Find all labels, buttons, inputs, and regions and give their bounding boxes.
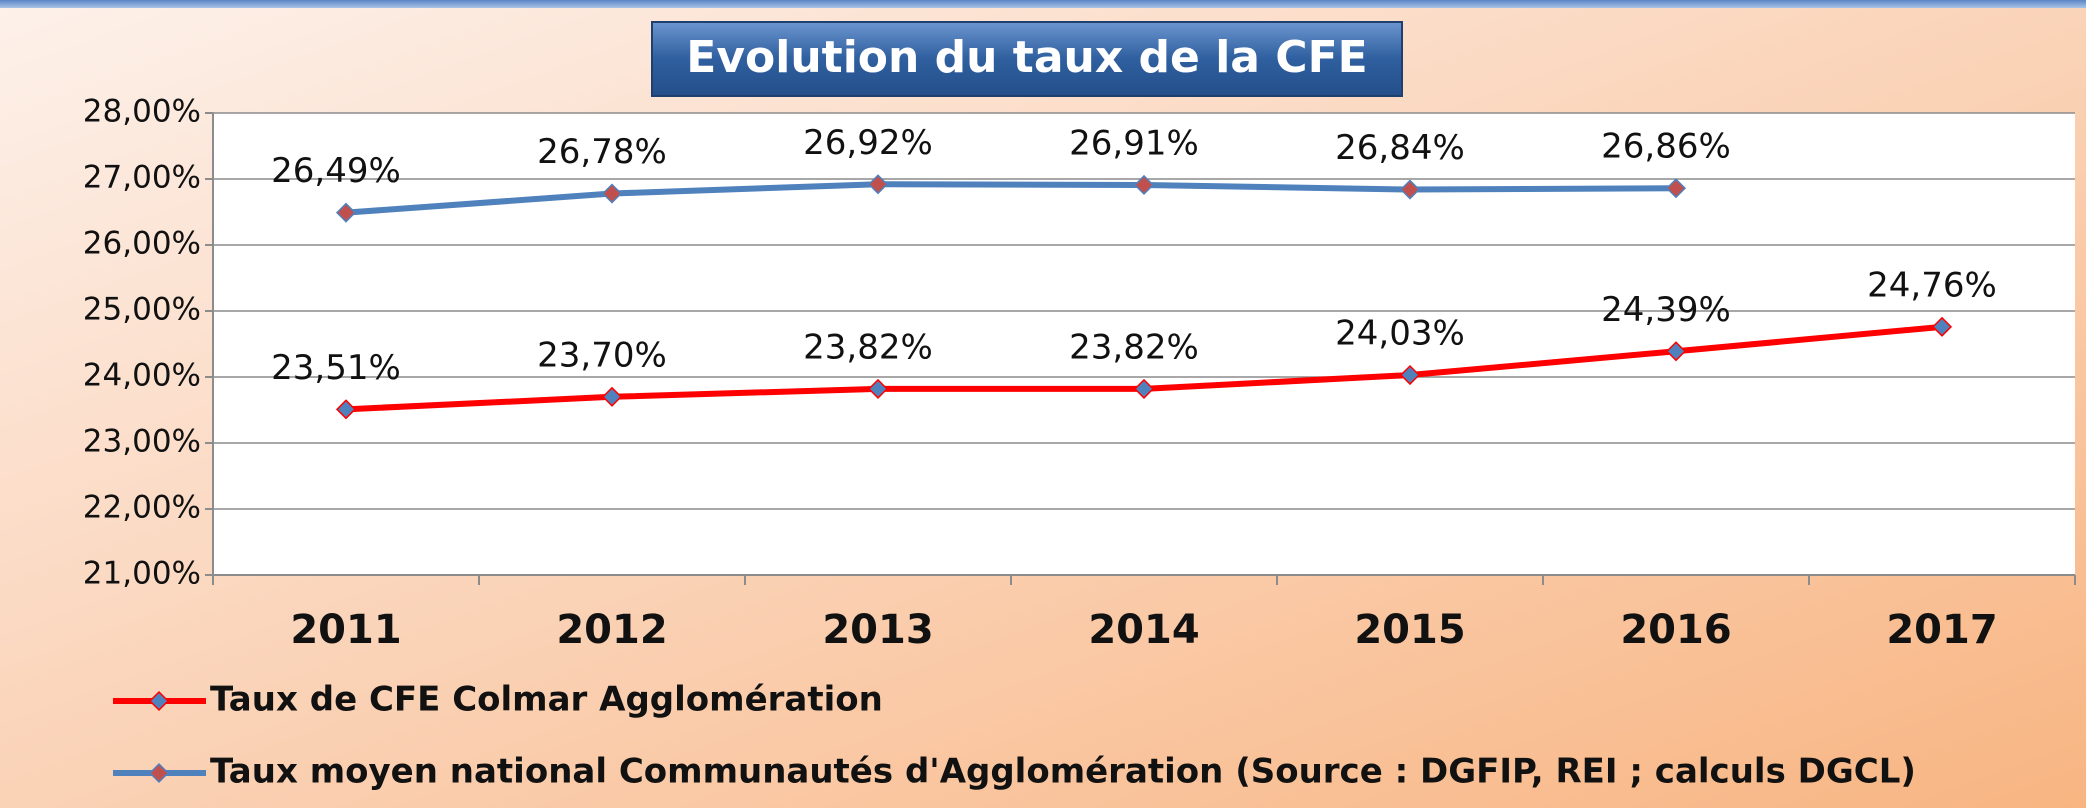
value-label: 23,70%: [537, 335, 667, 375]
x-tick-label: 2012: [556, 607, 667, 653]
marker: [1133, 174, 1155, 196]
x-tick-label: 2014: [1088, 607, 1199, 653]
x-tick-label: 2017: [1886, 607, 1997, 653]
value-label: 23,82%: [803, 327, 933, 367]
value-label: 26,91%: [1069, 123, 1199, 163]
y-tick-label: 26,00%: [83, 226, 201, 262]
marker: [867, 378, 889, 399]
x-tick-label: 2011: [290, 607, 401, 653]
x-tick-label: 2015: [1354, 607, 1465, 653]
marker: [867, 174, 889, 195]
value-label: 26,84%: [1335, 128, 1465, 168]
marker: [601, 386, 623, 407]
title-box: [651, 21, 1403, 97]
marker: [335, 399, 357, 420]
value-label: 23,82%: [1069, 327, 1199, 367]
marker: [1399, 179, 1421, 200]
marker: [335, 202, 357, 223]
value-label: 24,39%: [1601, 290, 1731, 330]
legend-marker: [148, 690, 170, 712]
x-tick-label: 2013: [822, 607, 933, 653]
y-tick-label: 28,00%: [83, 94, 201, 130]
value-label: 24,76%: [1867, 265, 1997, 305]
y-tick-label: 25,00%: [83, 292, 201, 328]
y-tick-label: 22,00%: [83, 490, 201, 526]
chart-title: Evolution du taux de la CFE: [686, 32, 1367, 83]
y-tick-label: 23,00%: [83, 424, 201, 460]
legend-label: Taux de CFE Colmar Agglomération: [210, 680, 883, 720]
marker: [1931, 316, 1953, 337]
value-label: 26,49%: [271, 151, 401, 191]
value-label: 26,86%: [1601, 127, 1731, 167]
y-tick-label: 27,00%: [83, 160, 201, 196]
y-tick-label: 24,00%: [83, 358, 201, 394]
y-tick-label: 21,00%: [83, 556, 201, 592]
marker: [601, 183, 623, 204]
value-label: 23,51%: [271, 348, 401, 388]
marker: [1399, 364, 1421, 386]
marker: [1665, 341, 1687, 362]
value-label: 26,92%: [803, 123, 933, 163]
value-label: 26,78%: [537, 132, 667, 172]
legend-label: Taux moyen national Communautés d'Agglom…: [210, 752, 1916, 792]
x-tick-label: 2016: [1620, 607, 1731, 653]
top-bar: [0, 0, 2086, 8]
marker: [1133, 378, 1155, 399]
value-label: 24,03%: [1335, 314, 1465, 354]
marker: [1665, 178, 1687, 199]
series-line: [345, 181, 1677, 216]
legend-marker: [148, 762, 170, 784]
